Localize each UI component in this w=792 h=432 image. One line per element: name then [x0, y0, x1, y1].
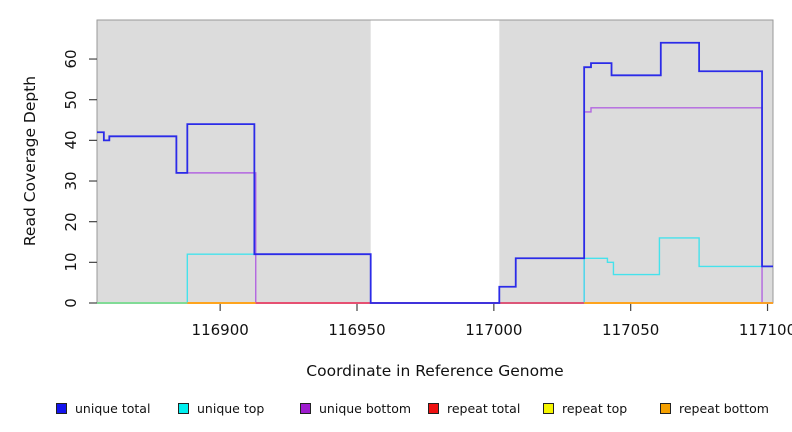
legend-swatch-unique-total [56, 402, 67, 414]
x-tick-label: 116950 [328, 321, 386, 339]
y-axis-title: Read Coverage Depth [21, 75, 39, 247]
masked-region [370, 20, 500, 303]
y-tick-label: 0 [62, 298, 80, 308]
legend-swatch-repeat-bottom [660, 402, 671, 414]
x-tick-label: 117050 [602, 321, 660, 339]
x-axis-title: Coordinate in Reference Genome [306, 362, 564, 380]
y-tick-label: 30 [62, 171, 80, 191]
y-tick-label: 50 [62, 90, 80, 110]
x-tick-label: 117000 [465, 321, 523, 339]
legend-label: unique bottom [319, 400, 412, 416]
legend-item-repeat-bottom: repeat bottom [660, 400, 769, 416]
y-tick-label: 10 [62, 252, 80, 272]
legend-label: unique top [197, 400, 265, 416]
legend-item-unique-total: unique total [56, 400, 150, 416]
legend-label: repeat top [562, 400, 628, 416]
legend-label: repeat total [447, 400, 521, 416]
legend-item-unique-bottom: unique bottom [300, 400, 411, 416]
y-tick-label: 20 [62, 212, 80, 232]
legend-swatch-repeat-total [428, 402, 439, 414]
y-tick-label: 60 [62, 49, 80, 69]
legend-label: repeat bottom [679, 400, 769, 416]
x-tick-label: 117100 [738, 321, 792, 339]
legend-item-unique-top: unique top [178, 400, 264, 416]
x-tick-label: 116900 [191, 321, 249, 339]
legend-item-repeat-top: repeat top [543, 400, 627, 416]
series-line-unique-total [97, 41, 773, 304]
legend-item-repeat-total: repeat total [428, 400, 520, 416]
legend-swatch-unique-top [178, 402, 189, 414]
y-tick-label: 40 [62, 130, 80, 150]
legend-label: unique total [75, 400, 151, 416]
legend-swatch-unique-bottom [300, 402, 311, 414]
legend-swatch-repeat-top [543, 402, 554, 414]
